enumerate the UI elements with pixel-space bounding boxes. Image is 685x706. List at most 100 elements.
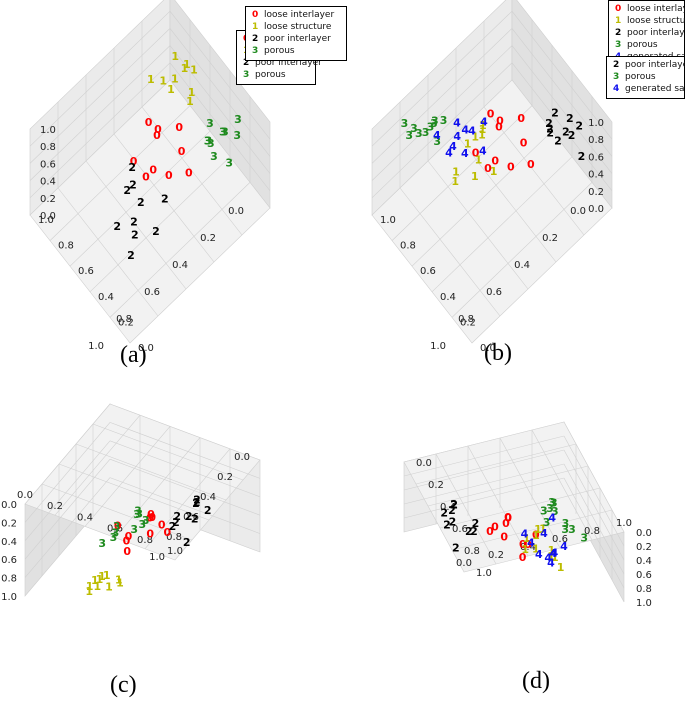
grid-line [29, 10, 171, 147]
data-point: 1 [479, 123, 487, 136]
z-tick-label: 0.4 [636, 556, 652, 567]
data-point: 4 [551, 546, 559, 559]
chart-panel-a: 0.0 0.2 0.4 0.6 0.8 1.0 1.0 0.8 0.6 0.4 0.2 0.0 0.0 0… [0, 0, 347, 380]
data-point: 2 [546, 127, 554, 140]
data-point: 4 [521, 527, 529, 540]
pane-floor [403, 421, 625, 573]
data-point: 0 [158, 519, 166, 532]
grid-line [371, 45, 513, 181]
grid-line [69, 130, 211, 267]
data-point: 4 [433, 129, 441, 142]
data-point: 3 [138, 518, 146, 531]
grid-line [89, 156, 231, 293]
data-point: 0 [519, 551, 527, 564]
legend-label: loose interlayer [264, 10, 335, 20]
grid-line [563, 449, 625, 561]
data-point: 0 [495, 120, 503, 133]
z-tick-label: 0.8 [40, 142, 56, 153]
data-point: 2 [169, 520, 177, 533]
data-point: 3 [401, 117, 409, 130]
data-point: 3 [133, 508, 141, 521]
z-tick-label: 0.0 [588, 204, 604, 215]
legend-marker: 4 [613, 84, 620, 94]
grid-line [415, 443, 577, 485]
grid-line [371, 28, 513, 164]
chart-panel-b: 0.0 0.2 0.4 0.6 0.8 1.0 1.0 0.8 0.6 0.4 0.2 0.0 0.0 0… [342, 0, 685, 380]
data-point: 2 [152, 225, 160, 238]
data-point: 0 [527, 158, 535, 171]
grid-line [29, 28, 171, 164]
y-tick-label: 0.2 [428, 480, 444, 491]
data-point: 2 [130, 215, 138, 228]
data-point: 1 [103, 569, 111, 582]
y-tick-label: 0.0 [138, 343, 154, 354]
x-tick-label: 0.0 [570, 206, 586, 217]
data-point: 3 [561, 523, 569, 536]
data-point: 3 [142, 514, 150, 527]
data-point: 3 [221, 126, 229, 139]
data-point: 3 [433, 135, 441, 148]
y-tick-label: 0.4 [440, 292, 456, 303]
data-point: 1 [471, 130, 479, 143]
data-point: 1 [186, 95, 194, 108]
data-point: 1 [451, 175, 459, 188]
grid-line [467, 445, 529, 557]
y-tick-label: 0.2 [460, 317, 476, 328]
y-tick-label: 0.8 [58, 241, 74, 252]
legend-item: 3 porous [613, 71, 678, 83]
x-tick-label: 0.0 [228, 206, 244, 217]
data-point: 2 [472, 517, 480, 530]
data-point: 3 [410, 122, 418, 135]
data-point: 2 [568, 129, 576, 142]
data-point: 1 [547, 550, 555, 563]
grid-line [24, 477, 111, 578]
data-point: 1 [548, 544, 556, 557]
data-point: 1 [171, 73, 179, 86]
x-tick-label: 0.4 [514, 260, 530, 271]
grid-line [29, 45, 171, 181]
legend-label: poor interlayer [255, 58, 322, 68]
data-point: 2 [545, 117, 553, 130]
data-point: 3 [540, 504, 548, 517]
data-point: 0 [178, 145, 186, 158]
x-tick-label: 0.8 [584, 526, 600, 537]
x-tick-label: 0.2 [200, 233, 216, 244]
data-point: 2 [470, 525, 478, 538]
y-tick-label: 1.0 [380, 215, 396, 226]
data-point: 4 [461, 124, 469, 137]
grid-line [403, 477, 565, 519]
z-tick-label: 0.4 [40, 177, 56, 188]
grid-line [109, 458, 261, 516]
legend-marker: 2 [615, 28, 622, 38]
data-point: 4 [479, 145, 487, 158]
data-point: 4 [549, 547, 557, 560]
pane-floor [24, 403, 261, 561]
grid-line [58, 463, 210, 521]
legend-b-back: 0 loose interlayer 1 loose structure 2 poor i… [608, 0, 685, 67]
grid-line [84, 426, 171, 527]
data-point: 2 [183, 536, 191, 549]
z-tick-label: 0.6 [40, 159, 56, 170]
legend-label: porous [255, 70, 286, 80]
data-point: 4 [544, 552, 552, 565]
data-point: 1 [523, 532, 531, 545]
legend-item: 3 porous [615, 39, 678, 51]
legend-marker: 0 [615, 4, 622, 14]
scatter3d-plot-a: 0.0 0.2 0.4 0.6 0.8 1.0 1.0 0.8 0.6 0.4 0.2 0.0 0.0 0… [29, 0, 271, 354]
legend-label: poor interlayer [264, 34, 331, 44]
data-point: 2 [173, 510, 181, 523]
grid-line [427, 465, 589, 507]
data-point: 0 [147, 508, 155, 521]
data-point: 3 [546, 502, 554, 515]
data-point: 2 [554, 135, 562, 148]
grid-line [109, 182, 251, 318]
